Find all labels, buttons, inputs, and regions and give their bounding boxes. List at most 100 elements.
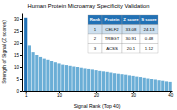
- tick-mark: [20, 55, 22, 56]
- table-cell: [102, 34, 122, 44]
- bar: [80, 68, 83, 91]
- table-text: TRBGT: [105, 36, 120, 41]
- table-text: CELF2: [105, 27, 119, 32]
- tick: 15: [14, 53, 22, 58]
- bar: [57, 63, 60, 91]
- table-text: 1.12: [145, 46, 154, 51]
- bar: [43, 59, 46, 91]
- tick: 40: [168, 91, 174, 98]
- bar: [98, 71, 101, 91]
- bar: [135, 77, 138, 91]
- bar: [83, 68, 86, 91]
- tick-label: 30: [14, 17, 20, 22]
- x-axis: 1 10 20 30 40: [23, 91, 174, 98]
- table-cell: [88, 25, 102, 35]
- tick-mark: [20, 43, 22, 44]
- tick-label: 20: [94, 93, 100, 98]
- bar: [61, 65, 64, 91]
- chart: 1 10 20 30 40 0 5 10 15 20 25 30 Human Protein Micro…: [0, 0, 177, 110]
- tick: 20: [94, 91, 100, 98]
- axis-line: [22, 14, 23, 92]
- bar: [128, 75, 131, 91]
- tick-mark: [20, 91, 22, 92]
- table-header: Protein: [105, 17, 120, 22]
- plot-area: [24, 18, 172, 91]
- bar: [87, 69, 90, 91]
- table-header: Z score: [123, 17, 139, 22]
- tick: 20: [14, 41, 22, 46]
- bar: [124, 75, 127, 91]
- bar: [157, 80, 160, 91]
- bar: [146, 79, 149, 91]
- tick-label: 30: [131, 93, 137, 98]
- bar: [28, 45, 31, 91]
- table-cell: [102, 44, 122, 54]
- x-axis-title: Signal Rank (Top 40): [74, 103, 121, 109]
- bar: [76, 67, 79, 91]
- bar: [91, 69, 94, 91]
- table-cell: [140, 34, 158, 44]
- tick-label: 1: [25, 93, 28, 98]
- table: RankProteinZ scoreS score1CELF233.0824.1…: [88, 15, 158, 53]
- tick-label: 15: [14, 53, 20, 58]
- bar: [154, 79, 157, 91]
- bar: [95, 70, 98, 91]
- table-cell: [122, 44, 140, 54]
- table-cell: [102, 15, 122, 25]
- tick-label: 10: [14, 65, 20, 70]
- table-cell: [102, 25, 122, 35]
- table-cell: [140, 25, 158, 35]
- table-header: Rank: [90, 17, 101, 22]
- tick-label: 5: [16, 77, 19, 82]
- tick: 25: [14, 29, 22, 34]
- bar: [117, 74, 120, 91]
- table-text: 3: [94, 46, 97, 51]
- bar: [109, 73, 112, 91]
- table-cell: [140, 44, 158, 54]
- tick-mark: [20, 19, 22, 20]
- title: Human Protein Microarray Specificity Val…: [28, 3, 150, 9]
- tick: 5: [16, 77, 22, 82]
- bar: [132, 76, 135, 91]
- tick: 0: [16, 89, 22, 94]
- bar: [143, 78, 146, 91]
- table-text: ACSS: [106, 46, 118, 51]
- bar: [161, 81, 164, 91]
- table-header: S score: [141, 17, 157, 22]
- bar: [32, 52, 35, 91]
- table-text: 2: [94, 36, 97, 41]
- table-cell: [88, 34, 102, 44]
- bar: [165, 81, 168, 91]
- bar: [24, 18, 27, 91]
- table-text: 30.91: [126, 36, 137, 41]
- tick: 1: [25, 91, 28, 98]
- bar: [35, 55, 38, 91]
- table-text: 33.08: [126, 27, 137, 32]
- table-cell: [88, 44, 102, 54]
- table-cell: [122, 15, 140, 25]
- tick-mark: [20, 31, 22, 32]
- tick-label: 25: [14, 29, 20, 34]
- tick: 10: [57, 91, 63, 98]
- bar: [102, 71, 105, 91]
- bar: [113, 73, 116, 91]
- bar: [169, 82, 172, 91]
- bar: [54, 62, 57, 91]
- tick-mark: [20, 67, 22, 68]
- axis-line: [23, 91, 173, 92]
- bar: [65, 65, 68, 91]
- chart-container: 1 10 20 30 40 0 5 10 15 20 25 30 Human Protein Micro…: [0, 0, 177, 110]
- table-cell: [122, 25, 140, 35]
- bar: [150, 79, 153, 91]
- bar: [39, 57, 42, 91]
- tick: 10: [14, 65, 22, 70]
- table-cell: [88, 15, 102, 25]
- tick-label: 40: [168, 93, 174, 98]
- table-cell: [122, 34, 140, 44]
- table-cell: [140, 15, 158, 25]
- bar: [106, 72, 109, 91]
- tick-label: 0: [16, 89, 19, 94]
- bar: [69, 66, 72, 91]
- table-text: 24.13: [144, 27, 155, 32]
- bar: [139, 77, 142, 91]
